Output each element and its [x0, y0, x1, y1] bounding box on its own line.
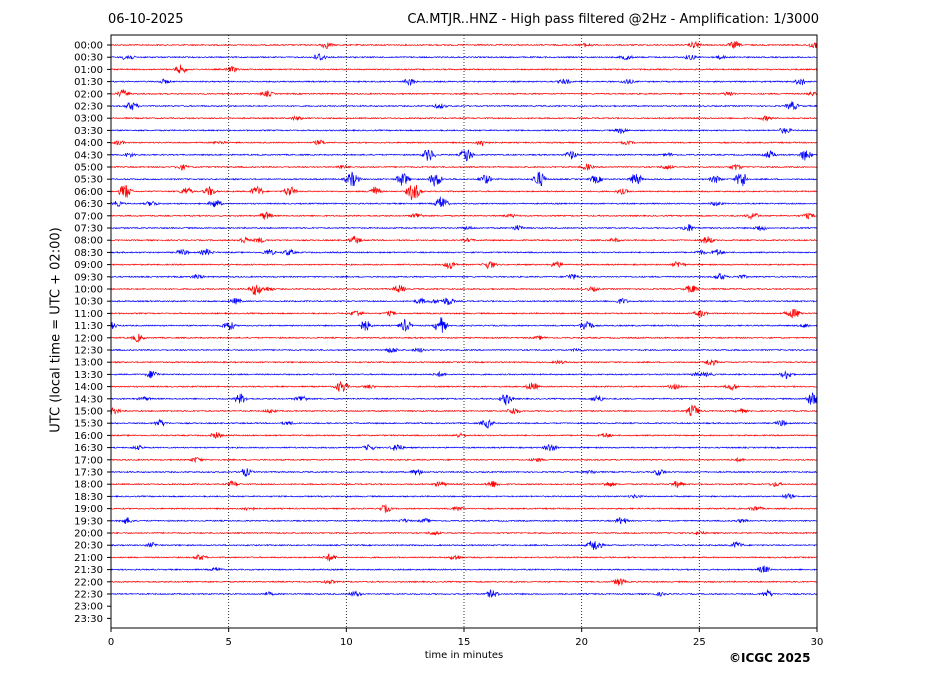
y-tick-label: 14:00: [74, 382, 103, 393]
y-tick-label: 03:30: [74, 126, 103, 137]
date-label: 06-10-2025: [108, 12, 184, 27]
y-tick-label: 19:00: [74, 504, 103, 515]
y-tick-label: 13:30: [74, 370, 103, 381]
trace-0930: [110, 272, 818, 281]
trace-1800: [110, 480, 818, 489]
y-tick-label: 04:30: [74, 150, 103, 161]
y-tick-label: 07:00: [74, 211, 103, 222]
y-tick-label: 02:00: [74, 89, 103, 100]
chart-title: CA.MTJR..HNZ - High pass filtered @2Hz -…: [407, 12, 819, 27]
y-tick-label: 14:30: [74, 394, 103, 405]
y-tick-label: 02:30: [74, 102, 103, 113]
copyright-label: ©ICGC 2025: [729, 651, 811, 665]
y-tick-label: 21:30: [74, 565, 103, 576]
y-tick-label: 01:00: [74, 65, 103, 76]
trace-0100: [110, 64, 818, 74]
y-tick-label: 23:00: [74, 602, 103, 613]
y-tick-label: 21:00: [74, 553, 103, 564]
trace-0200: [110, 89, 818, 98]
trace-1900: [110, 504, 818, 513]
y-tick-label: 07:30: [74, 224, 103, 235]
x-tick-label: 20: [575, 637, 588, 648]
y-tick-label: 17:30: [74, 468, 103, 479]
x-axis-label: time in minutes: [424, 650, 504, 661]
y-tick-label: 06:00: [74, 187, 103, 198]
y-tick-label: 18:30: [74, 492, 103, 503]
y-tick-label: 05:00: [74, 163, 103, 174]
trace-1530: [110, 418, 818, 429]
y-tick-label: 01:30: [74, 77, 103, 88]
y-tick-label: 06:30: [74, 199, 103, 210]
y-tick-label: 05:30: [74, 175, 103, 186]
trace-1030: [110, 297, 818, 306]
trace-0400: [110, 139, 818, 147]
y-tick-label: 16:30: [74, 443, 103, 454]
x-tick-label: 30: [811, 637, 824, 648]
x-tick-label: 25: [693, 637, 706, 648]
trace-1100: [110, 308, 818, 319]
y-tick-label: 00:00: [74, 41, 103, 52]
y-tick-label: 03:00: [74, 114, 103, 125]
y-tick-label: 04:00: [74, 138, 103, 149]
y-tick-label: 20:30: [74, 541, 103, 552]
trace-0430: [110, 149, 818, 162]
trace-0130: [110, 78, 818, 87]
y-tick-label: 10:30: [74, 297, 103, 308]
y-tick-label: 16:00: [74, 431, 103, 442]
x-tick-label: 5: [225, 637, 231, 648]
trace-1630: [110, 443, 818, 452]
trace-1830: [110, 493, 818, 500]
y-tick-label: 08:30: [74, 248, 103, 259]
y-tick-label: 22:00: [74, 577, 103, 588]
x-tick-label: 10: [340, 637, 353, 648]
y-tick-label: 00:30: [74, 53, 103, 64]
y-tick-label: 17:00: [74, 455, 103, 466]
trace-1130: [110, 317, 818, 333]
y-tick-label: 20:00: [74, 529, 103, 540]
y-tick-label: 12:00: [74, 333, 103, 344]
trace-0230: [110, 101, 818, 111]
y-tick-label: 12:30: [74, 346, 103, 357]
trace-1700: [110, 457, 818, 464]
x-tick-label: 15: [458, 637, 471, 648]
trace-0300: [110, 115, 817, 122]
trace-1730: [110, 468, 818, 477]
trace-0900: [110, 260, 818, 270]
y-tick-label: 08:00: [74, 236, 103, 247]
y-tick-label: 18:00: [74, 480, 103, 491]
y-tick-label: 15:30: [74, 419, 103, 430]
trace-0330: [110, 127, 818, 135]
y-tick-label: 09:30: [74, 272, 103, 283]
y-tick-label: 19:30: [74, 516, 103, 527]
y-tick-label: 10:00: [74, 285, 103, 296]
y-tick-label: 13:00: [74, 358, 103, 369]
y-tick-label: 09:00: [74, 260, 103, 271]
trace-1930: [110, 517, 818, 525]
x-tick-label: 0: [108, 637, 114, 648]
y-tick-label: 11:30: [74, 321, 103, 332]
trace-0730: [110, 223, 818, 232]
trace-0630: [110, 196, 818, 208]
y-tick-label: 11:00: [74, 309, 103, 320]
y-tick-label: 23:30: [74, 614, 103, 625]
y-tick-label: 22:30: [74, 590, 103, 601]
y-tick-label: 15:00: [74, 407, 103, 418]
trace-1000: [110, 284, 818, 296]
